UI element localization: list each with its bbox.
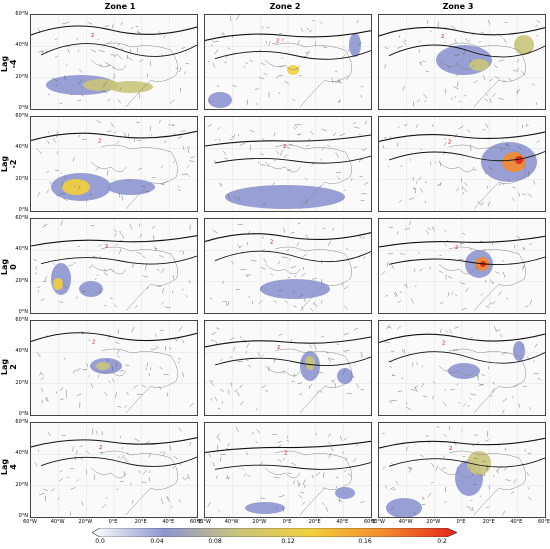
lon-label: 20°W <box>252 519 267 525</box>
svg-text:2: 2 <box>99 445 102 451</box>
column-title-zone-2: Zone 2 <box>269 2 301 11</box>
lon-label: 0°E <box>108 519 118 525</box>
lon-label: 20°E <box>482 519 495 525</box>
lat-label: 60°N <box>15 113 28 119</box>
lat-label: 60°N <box>15 419 28 425</box>
svg-text:2: 2 <box>448 140 451 146</box>
svg-text:2: 2 <box>270 240 273 246</box>
map-panel-r2-c3: 2 <box>378 116 546 212</box>
lat-label: 20°N <box>15 277 28 284</box>
map-panel-r3-c2: 2 <box>204 218 372 314</box>
lon-label: 60°W <box>197 519 211 525</box>
lon-label: 0°E <box>282 519 292 525</box>
lon-label: 40°W <box>224 519 239 525</box>
lon-label: 40°E <box>510 519 523 525</box>
map-panel-r4-c1: 2 <box>30 320 198 416</box>
map-panel-r2-c1: 2 <box>30 116 198 212</box>
svg-text:2: 2 <box>276 39 279 45</box>
column-title-zone-1: Zone 1 <box>104 2 136 11</box>
lat-label: 20°N <box>15 175 28 182</box>
colorbar-tick-3: 0.12 <box>281 538 295 545</box>
svg-text:2: 2 <box>449 446 452 452</box>
svg-text:2: 2 <box>92 340 95 346</box>
map-panel-r3-c1: 2 <box>30 218 198 314</box>
map-panel-r4-c3: 2 <box>378 320 546 416</box>
lon-label: 0°E <box>456 519 466 525</box>
lon-label: 20°W <box>426 519 441 525</box>
lat-label: 40°N <box>15 348 28 355</box>
lat-label: 20°N <box>15 73 28 80</box>
lon-label: 40°W <box>50 519 65 525</box>
map-panel-r5-c2: 2 <box>204 422 372 518</box>
svg-text:2: 2 <box>442 341 445 347</box>
svg-text:2: 2 <box>284 451 287 457</box>
colorbar-tick-4: 0.16 <box>358 538 372 545</box>
svg-text:2: 2 <box>105 244 108 250</box>
row-label-lag-minus-4: Lag -4 <box>0 55 18 73</box>
lat-label: 0°N <box>18 411 28 417</box>
svg-text:2: 2 <box>277 345 280 351</box>
lat-label: 60°N <box>15 215 28 221</box>
row-label-lag-4: Lag 4 <box>0 458 18 476</box>
row-label-lag-minus-2: Lag -2 <box>0 155 18 173</box>
lat-label: 0°N <box>18 309 28 315</box>
map-panel-r3-c3: 2 <box>378 218 546 314</box>
lon-label: 60°E <box>189 519 203 525</box>
lat-label: 40°N <box>15 450 28 457</box>
svg-text:2: 2 <box>91 33 94 39</box>
colorbar-tick-2: 0.08 <box>208 538 222 545</box>
lat-label: 0°N <box>18 207 28 213</box>
lon-label: 20°W <box>78 519 93 525</box>
lat-label: 0°N <box>18 105 28 111</box>
lon-label: 60°W <box>23 519 37 525</box>
lon-label: 60°E <box>363 519 377 525</box>
map-panel-r5-c3: 2 <box>378 422 546 518</box>
map-panel-r5-c1: 2 <box>30 422 198 518</box>
lon-label: 60°W <box>371 519 385 525</box>
colorbar-tick-1: 0.04 <box>150 538 164 545</box>
column-title-zone-3: Zone 3 <box>442 2 474 11</box>
lon-label: 20°E <box>134 519 147 525</box>
lat-label: 40°N <box>15 42 28 49</box>
row-label-lag-0: Lag 0 <box>0 258 18 276</box>
map-panel-r1-c3: 2 <box>378 14 546 110</box>
svg-text:2: 2 <box>455 245 458 251</box>
lat-label: 20°N <box>15 481 28 488</box>
lon-label: 20°E <box>308 519 321 525</box>
lon-label: 40°E <box>162 519 175 525</box>
lat-label: 60°N <box>15 11 28 17</box>
colorbar <box>92 528 457 537</box>
lat-label: 40°N <box>15 246 28 253</box>
lat-label: 40°N <box>15 144 28 151</box>
map-panel-r4-c2: 2 <box>204 320 372 416</box>
svg-text:2: 2 <box>283 144 286 150</box>
colorbar-tick-5: 0.2 <box>437 538 447 545</box>
lat-label: 0°N <box>18 513 28 519</box>
map-panel-r2-c2: 2 <box>204 116 372 212</box>
lat-label: 20°N <box>15 379 28 386</box>
lon-label: 60°E <box>537 519 550 525</box>
map-panel-r1-c1: 2 <box>30 14 198 110</box>
lat-label: 60°N <box>15 317 28 323</box>
svg-text:2: 2 <box>441 34 444 40</box>
svg-text:2: 2 <box>98 139 101 145</box>
colorbar-tick-0: 0.0 <box>95 538 105 545</box>
lon-label: 40°W <box>398 519 413 525</box>
row-label-lag-2: Lag 2 <box>0 358 18 376</box>
map-panel-r1-c2: 2 <box>204 14 372 110</box>
lon-label: 40°E <box>336 519 349 525</box>
